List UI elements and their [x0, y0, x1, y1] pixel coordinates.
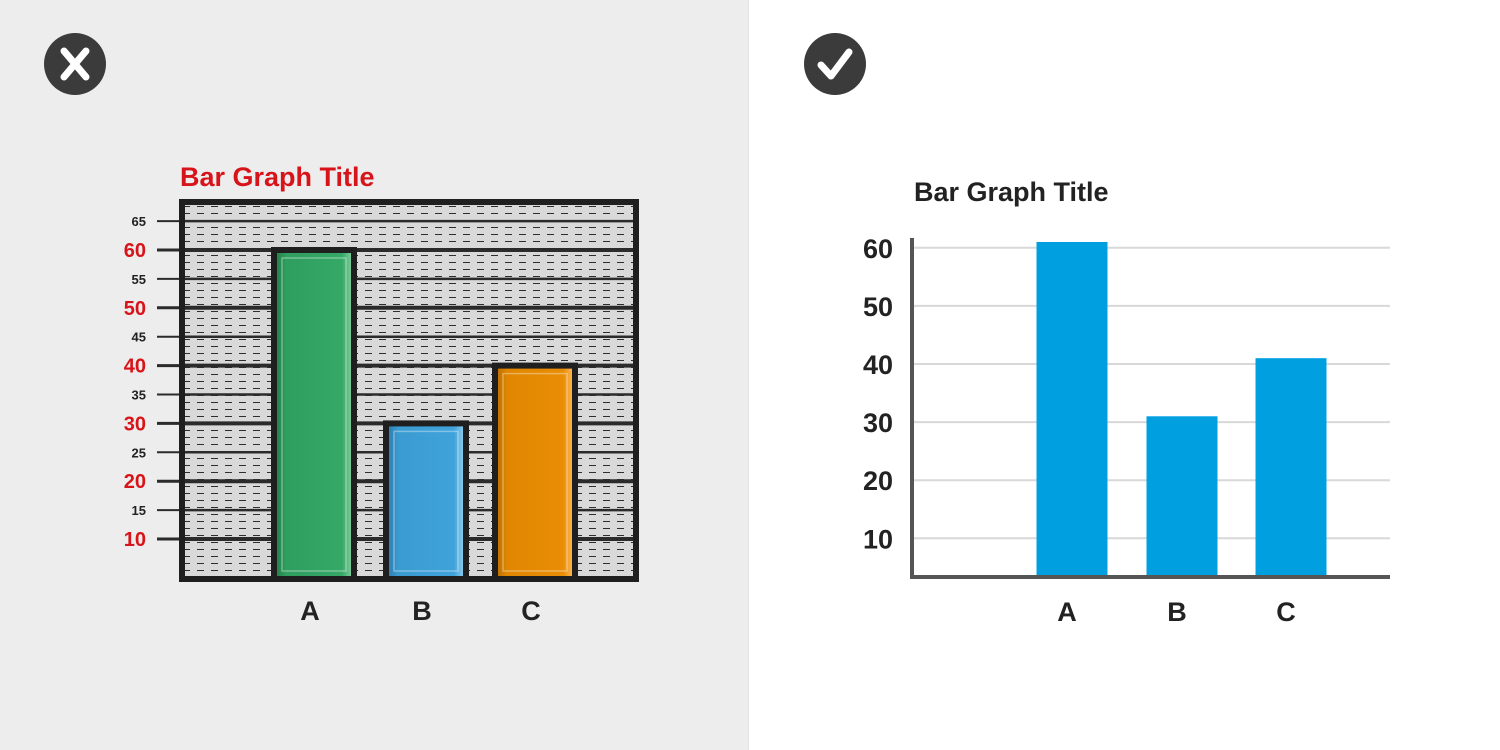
bar-a [1036, 241, 1108, 577]
y-tick-label: 30 [124, 413, 146, 435]
y-tick-label: 25 [132, 445, 146, 460]
bar-bevel [502, 372, 568, 572]
x-category-label: A [300, 596, 320, 626]
bar-bevel [393, 430, 459, 572]
good-bar-chart: Bar Graph Title 10 20 30 40 50 60 A B C [863, 177, 1390, 627]
bad-bar-chart: Bar Graph Title 10 15 20 25 30 35 40 45 50 55 60 65… [124, 162, 639, 626]
y-tick-label: 10 [124, 529, 146, 551]
bar-c [1255, 358, 1327, 576]
x-category-label: C [521, 596, 541, 626]
y-tick-label: 50 [863, 292, 893, 322]
y-tick-label: 40 [863, 350, 893, 380]
bar-b [383, 420, 469, 582]
plot-frame [179, 199, 639, 582]
cross-icon [44, 33, 106, 95]
bad-example-panel: Bar Graph Title 10 15 20 25 30 35 40 45 50 55 60 65… [0, 0, 749, 750]
y-tick-label: 35 [132, 388, 146, 403]
y-tick-label: 20 [863, 466, 893, 496]
x-category-label: B [412, 596, 432, 626]
y-tick-label: 10 [863, 524, 893, 554]
y-tick-label: 30 [863, 408, 893, 438]
y-tick-label: 65 [132, 214, 146, 229]
y-tick-label: 15 [132, 503, 146, 518]
y-tick-label: 60 [124, 240, 146, 262]
bar-b [1146, 416, 1218, 576]
bar-c [492, 362, 578, 582]
y-tick-label: 20 [124, 471, 146, 493]
y-tick-label: 60 [863, 234, 893, 264]
good-example-panel: Bar Graph Title 10 20 30 40 50 60 A B C [749, 0, 1500, 750]
check-icon [804, 33, 866, 95]
bar-bevel [281, 257, 347, 572]
y-tick-label: 50 [124, 298, 146, 320]
y-tick-label: 55 [132, 272, 146, 287]
x-category-label: A [1057, 597, 1077, 627]
x-category-label: C [1276, 597, 1296, 627]
bar-a [271, 247, 357, 582]
left-chart-title: Bar Graph Title [180, 162, 375, 192]
right-chart-title: Bar Graph Title [914, 177, 1109, 207]
y-tick-label: 45 [132, 330, 146, 345]
x-category-label: B [1167, 597, 1187, 627]
y-tick-label: 40 [124, 356, 146, 378]
